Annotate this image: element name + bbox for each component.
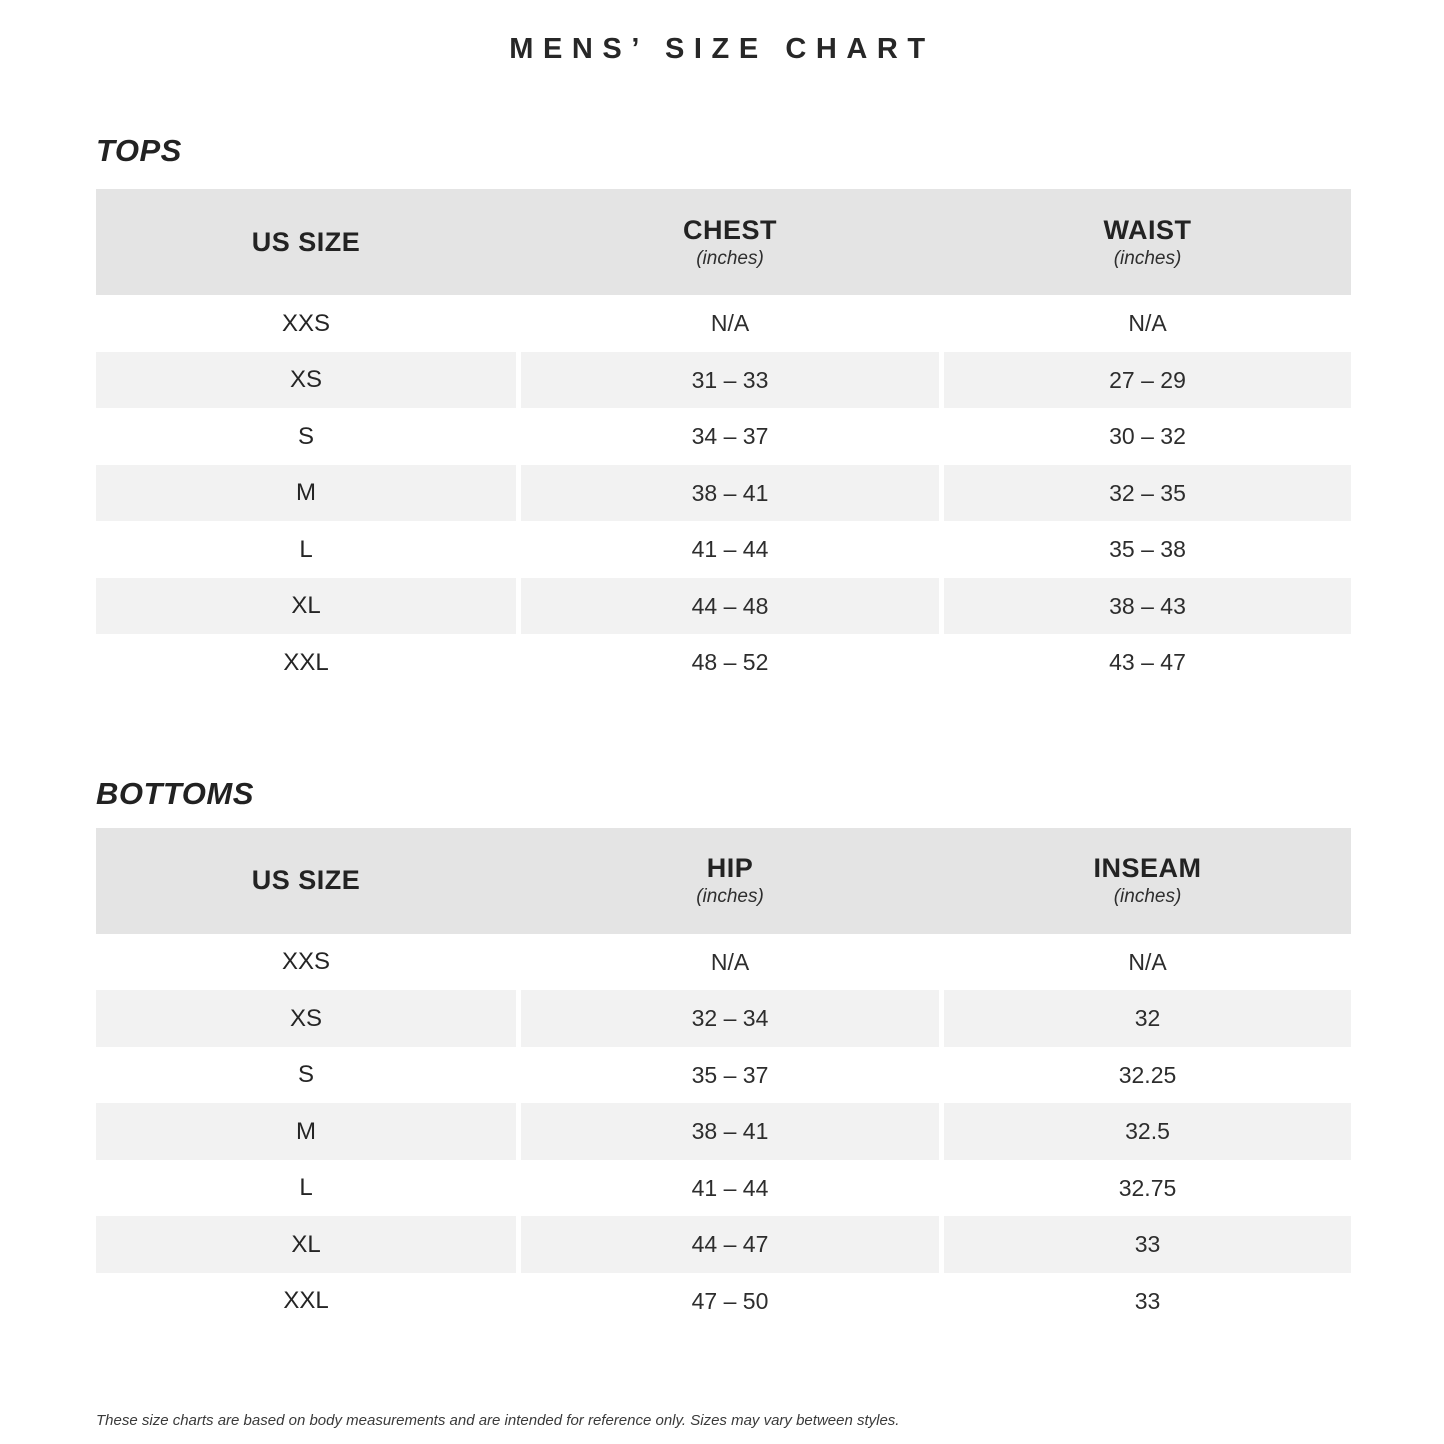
column-header-unit: (inches) [1113, 886, 1182, 908]
size-cell: XXS [281, 948, 331, 976]
size-cell: XXL [283, 648, 329, 676]
size-cell: XXS [281, 309, 331, 337]
size-cell: M [96, 464, 516, 522]
hip-cell: 44 – 47 [521, 1216, 939, 1273]
chest-cell: 48 – 52 [691, 649, 769, 676]
waist-cell: 43 – 47 [1109, 649, 1186, 676]
column-header-us-size: US SIZE [96, 865, 516, 896]
table-row: XS 32 – 34 32 [96, 990, 1351, 1047]
table-row: M 38 – 41 32 – 35 [96, 464, 1351, 522]
column-header-unit: (inches) [1113, 247, 1182, 269]
tops-table-header-row: US SIZE CHEST (inches) WAIST (inches) [96, 189, 1351, 296]
table-row: M 38 – 41 32.5 [96, 1103, 1351, 1160]
inseam-cell: 32.75 [1118, 1174, 1177, 1201]
page-title: MENS’ SIZE CHART [509, 33, 935, 65]
column-header-inseam: INSEAM (inches) [944, 853, 1351, 908]
table-row: XS 31 – 33 27 – 29 [96, 351, 1351, 409]
chest-cell: 44 – 48 [521, 577, 939, 635]
table-row: XXL 47 – 50 33 [96, 1273, 1351, 1330]
column-header-unit: (inches) [696, 886, 764, 908]
size-cell: S [297, 422, 314, 450]
waist-cell: 27 – 29 [944, 351, 1351, 409]
inseam-cell: 32.5 [944, 1103, 1351, 1160]
table-row: L 41 – 44 35 – 38 [96, 521, 1351, 578]
column-header-waist: WAIST (inches) [944, 215, 1351, 270]
tops-table: US SIZE CHEST (inches) WAIST (inches) XX… [96, 189, 1351, 691]
chest-cell: 38 – 41 [521, 464, 939, 522]
inseam-cell: 32 [944, 990, 1351, 1047]
size-cell: XL [96, 1216, 516, 1273]
column-header-label: CHEST [682, 214, 777, 245]
table-row: XXL 48 – 52 43 – 47 [96, 634, 1351, 691]
chest-cell: 31 – 33 [521, 351, 939, 409]
size-cell: XS [96, 351, 516, 409]
size-cell: XS [96, 990, 516, 1047]
table-row: XL 44 – 47 33 [96, 1216, 1351, 1273]
waist-cell: 35 – 38 [1109, 536, 1186, 563]
size-cell: XXL [283, 1287, 329, 1315]
tops-section-heading: TOPS [96, 133, 182, 169]
inseam-cell: 33 [1134, 1287, 1161, 1314]
tops-section: TOPS US SIZE CHEST (inches) WAIST (inche… [96, 133, 1351, 691]
table-row: S 34 – 37 30 – 32 [96, 408, 1351, 465]
hip-cell: 35 – 37 [691, 1061, 769, 1088]
size-cell: L [299, 535, 313, 563]
inseam-cell: 33 [944, 1216, 1351, 1273]
table-row: L 41 – 44 32.75 [96, 1160, 1351, 1217]
chest-cell: 41 – 44 [691, 536, 769, 563]
column-header-label: US SIZE [251, 226, 361, 257]
content-area: TOPS US SIZE CHEST (inches) WAIST (inche… [96, 133, 1351, 1329]
column-header-label: HIP [706, 853, 754, 884]
waist-cell: N/A [1128, 310, 1167, 337]
table-row: XXS N/A N/A [96, 295, 1351, 352]
table-row: S 35 – 37 32.25 [96, 1047, 1351, 1104]
bottoms-section: BOTTOMS US SIZE HIP (inches) INSEAM (inc… [96, 776, 1351, 1330]
bottoms-table: US SIZE HIP (inches) INSEAM (inches) XXS… [96, 827, 1351, 1330]
waist-cell: 38 – 43 [944, 577, 1351, 635]
hip-cell: N/A [710, 948, 750, 975]
column-header-hip: HIP (inches) [521, 853, 939, 908]
column-header-chest: CHEST (inches) [521, 215, 939, 270]
chest-cell: 34 – 37 [691, 423, 769, 450]
inseam-cell: 32.25 [1118, 1061, 1177, 1088]
table-row: XL 44 – 48 38 – 43 [96, 577, 1351, 635]
size-cell: S [297, 1061, 314, 1089]
waist-cell: 32 – 35 [944, 464, 1351, 522]
hip-cell: 32 – 34 [521, 990, 939, 1047]
bottoms-section-heading: BOTTOMS [96, 775, 254, 811]
inseam-cell: N/A [1128, 948, 1167, 975]
bottoms-table-header-row: US SIZE HIP (inches) INSEAM (inches) [96, 827, 1351, 934]
size-cell: XL [96, 577, 516, 635]
footnote: These size charts are based on body meas… [96, 1412, 900, 1430]
chest-cell: N/A [710, 310, 750, 337]
column-header-us-size: US SIZE [96, 227, 516, 258]
size-cell: M [96, 1103, 516, 1160]
column-header-label: US SIZE [251, 865, 361, 896]
hip-cell: 41 – 44 [691, 1174, 769, 1201]
hip-cell: 47 – 50 [691, 1287, 769, 1314]
column-header-label: INSEAM [1093, 853, 1202, 884]
table-row: XXS N/A N/A [96, 934, 1351, 991]
column-header-unit: (inches) [696, 247, 764, 269]
waist-cell: 30 – 32 [1109, 423, 1186, 450]
column-header-label: WAIST [1103, 214, 1192, 245]
hip-cell: 38 – 41 [521, 1103, 939, 1160]
size-cell: L [299, 1174, 313, 1202]
